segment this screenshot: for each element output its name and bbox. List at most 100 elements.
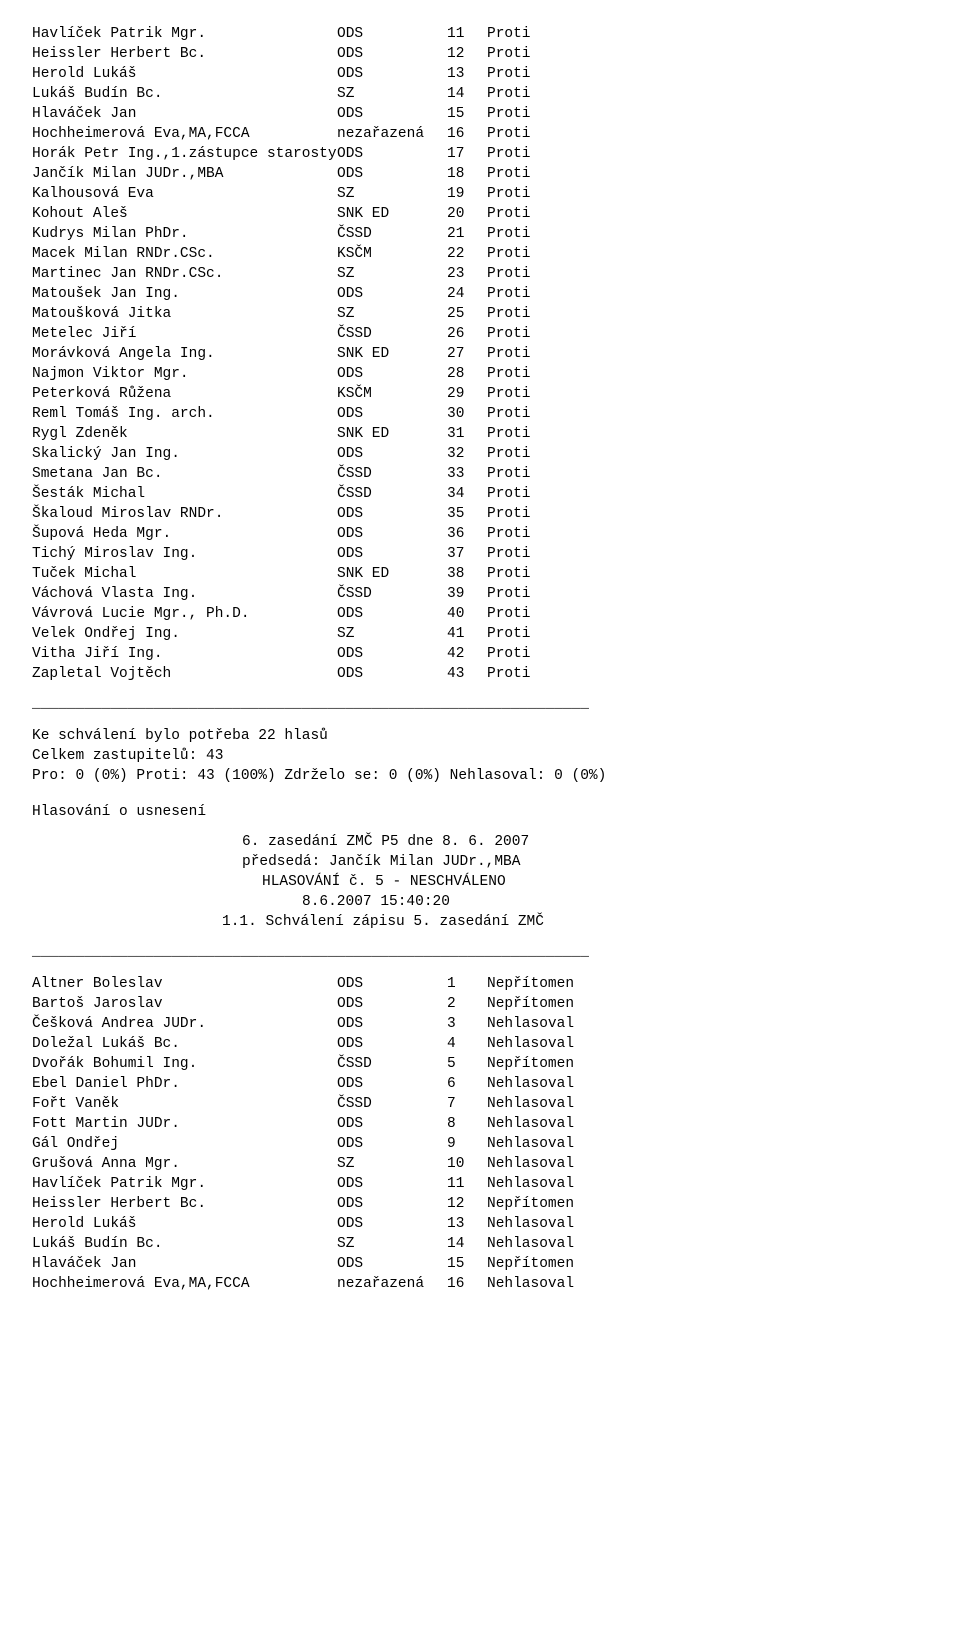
member-number: 25 — [447, 304, 487, 324]
member-name: Škaloud Miroslav RNDr. — [32, 504, 337, 524]
table-row: Lukáš Budín Bc.SZ14Proti — [32, 84, 928, 104]
table-row: Reml Tomáš Ing. arch.ODS30Proti — [32, 404, 928, 424]
member-number: 33 — [447, 464, 487, 484]
member-number: 21 — [447, 224, 487, 244]
vote-result: Proti — [487, 144, 531, 164]
table-row: Kalhousová EvaSZ19Proti — [32, 184, 928, 204]
party: ODS — [337, 64, 447, 84]
table-row: Heissler Herbert Bc.ODS12Proti — [32, 44, 928, 64]
table-row: Lukáš Budín Bc.SZ14Nehlasoval — [32, 1234, 928, 1254]
horizontal-rule: ________________________________________… — [32, 942, 928, 962]
member-number: 1 — [447, 974, 487, 994]
summary-line-4: Hlasování o usnesení — [32, 802, 928, 822]
member-number: 13 — [447, 1214, 487, 1234]
vote-result: Proti — [487, 544, 531, 564]
party: nezařazená — [337, 124, 447, 144]
member-name: Hochheimerová Eva,MA,FCCA — [32, 1274, 337, 1294]
member-name: Vitha Jiří Ing. — [32, 644, 337, 664]
vote-result: Nepřítomen — [487, 1194, 574, 1214]
vote-result: Proti — [487, 644, 531, 664]
vote-result: Proti — [487, 484, 531, 504]
table-row: Šesták MichalČSSD34Proti — [32, 484, 928, 504]
vote-result: Nehlasoval — [487, 1114, 574, 1134]
party: ODS — [337, 444, 447, 464]
party: KSČM — [337, 384, 447, 404]
member-number: 18 — [447, 164, 487, 184]
vote-result: Proti — [487, 424, 531, 444]
heading-line-3: HLASOVÁNÍ č. 5 - NESCHVÁLENO — [222, 872, 928, 892]
member-number: 22 — [447, 244, 487, 264]
table-row: Metelec JiříČSSD26Proti — [32, 324, 928, 344]
party: SNK ED — [337, 564, 447, 584]
vote-result: Proti — [487, 664, 531, 684]
party: KSČM — [337, 244, 447, 264]
table-row: Altner BoleslavODS1Nepřítomen — [32, 974, 928, 994]
table-row: Dvořák Bohumil Ing.ČSSD5Nepřítomen — [32, 1054, 928, 1074]
vote-result: Proti — [487, 164, 531, 184]
party: ODS — [337, 1174, 447, 1194]
member-name: Ebel Daniel PhDr. — [32, 1074, 337, 1094]
member-number: 40 — [447, 604, 487, 624]
vote-result: Proti — [487, 344, 531, 364]
member-name: Češková Andrea JUDr. — [32, 1014, 337, 1034]
member-name: Šupová Heda Mgr. — [32, 524, 337, 544]
party: ODS — [337, 544, 447, 564]
table-row: Havlíček Patrik Mgr.ODS11Proti — [32, 24, 928, 44]
member-name: Herold Lukáš — [32, 64, 337, 84]
table-row: Škaloud Miroslav RNDr.ODS35Proti — [32, 504, 928, 524]
party: SZ — [337, 1154, 447, 1174]
vote-result: Proti — [487, 364, 531, 384]
member-name: Vávrová Lucie Mgr., Ph.D. — [32, 604, 337, 624]
party: ODS — [337, 644, 447, 664]
member-name: Heissler Herbert Bc. — [32, 44, 337, 64]
member-name: Tuček Michal — [32, 564, 337, 584]
table-row: Matoušková JitkaSZ25Proti — [32, 304, 928, 324]
member-name: Fott Martin JUDr. — [32, 1114, 337, 1134]
member-name: Hlaváček Jan — [32, 104, 337, 124]
member-number: 9 — [447, 1134, 487, 1154]
member-number: 31 — [447, 424, 487, 444]
member-name: Kalhousová Eva — [32, 184, 337, 204]
vote-result: Proti — [487, 124, 531, 144]
table-row: Doležal Lukáš Bc.ODS4Nehlasoval — [32, 1034, 928, 1054]
member-number: 3 — [447, 1014, 487, 1034]
member-name: Najmon Viktor Mgr. — [32, 364, 337, 384]
member-name: Metelec Jiří — [32, 324, 337, 344]
member-name: Doležal Lukáš Bc. — [32, 1034, 337, 1054]
member-name: Fořt Vaněk — [32, 1094, 337, 1114]
member-name: Altner Boleslav — [32, 974, 337, 994]
horizontal-rule: ________________________________________… — [32, 694, 928, 714]
member-name: Martinec Jan RNDr.CSc. — [32, 264, 337, 284]
summary-line-3: Pro: 0 (0%) Proti: 43 (100%) Zdrželo se:… — [32, 766, 928, 786]
party: ČSSD — [337, 324, 447, 344]
vote-result: Nehlasoval — [487, 1174, 574, 1194]
vote-result: Nehlasoval — [487, 1034, 574, 1054]
member-number: 43 — [447, 664, 487, 684]
member-number: 32 — [447, 444, 487, 464]
vote-result: Nehlasoval — [487, 1094, 574, 1114]
table-row: Kohout AlešSNK ED20Proti — [32, 204, 928, 224]
member-number: 27 — [447, 344, 487, 364]
heading-line-1: 6. zasedání ZMČ P5 dne 8. 6. 2007 — [222, 832, 928, 852]
member-number: 13 — [447, 64, 487, 84]
party: ODS — [337, 44, 447, 64]
vote-result: Proti — [487, 404, 531, 424]
member-number: 41 — [447, 624, 487, 644]
member-number: 34 — [447, 484, 487, 504]
vote-result: Nehlasoval — [487, 1154, 574, 1174]
vote-result: Proti — [487, 64, 531, 84]
party: ODS — [337, 24, 447, 44]
table-row: Martinec Jan RNDr.CSc.SZ23Proti — [32, 264, 928, 284]
member-name: Gál Ondřej — [32, 1134, 337, 1154]
vote-result: Proti — [487, 224, 531, 244]
member-name: Skalický Jan Ing. — [32, 444, 337, 464]
summary-line-2: Celkem zastupitelů: 43 — [32, 746, 928, 766]
party: ODS — [337, 994, 447, 1014]
member-name: Velek Ondřej Ing. — [32, 624, 337, 644]
table-row: Hlaváček JanODS15Proti — [32, 104, 928, 124]
vote-result: Nepřítomen — [487, 1254, 574, 1274]
member-name: Lukáš Budín Bc. — [32, 84, 337, 104]
table-row: Grušová Anna Mgr.SZ10Nehlasoval — [32, 1154, 928, 1174]
party: ČSSD — [337, 1054, 447, 1074]
vote-result: Proti — [487, 104, 531, 124]
